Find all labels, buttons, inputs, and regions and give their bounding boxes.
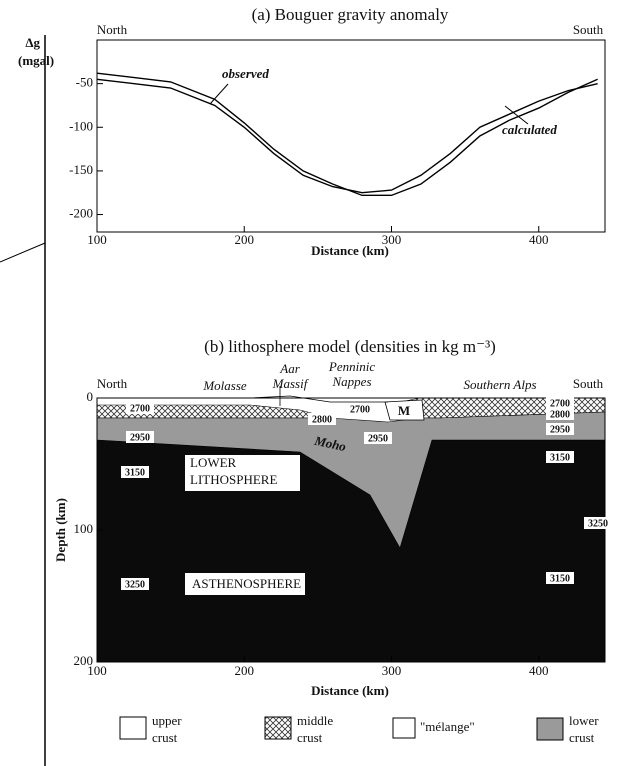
density-label: 3150 [125, 467, 145, 478]
leader [504, 105, 529, 125]
x-axis-label: Distance (km) [311, 243, 389, 258]
density-box [546, 397, 574, 409]
x-tick-label: 100 [87, 663, 107, 678]
end-label: North [97, 22, 128, 37]
density-box [121, 466, 149, 478]
legend-swatch [119, 716, 147, 740]
density-label: 2950 [130, 432, 150, 443]
x-tick-label: 300 [382, 663, 402, 678]
legend-label: crust [152, 730, 178, 745]
unit-box [185, 573, 305, 595]
legend-label: crust [569, 730, 595, 745]
legend-label: "mélange" [420, 719, 475, 734]
density-label: 2950 [550, 424, 570, 435]
density-box [121, 578, 149, 590]
y-axis-label: Depth (km) [53, 498, 68, 562]
density-label: 3250 [125, 579, 145, 590]
density-label: 2700 [130, 403, 150, 414]
x-tick-label: 200 [234, 663, 254, 678]
density-label: 3150 [550, 452, 570, 463]
series-annotation: observed [222, 66, 269, 81]
moho-label: Moho [312, 433, 348, 455]
unit-box [185, 455, 300, 491]
legend-label: lower [569, 713, 599, 728]
density-box [546, 451, 574, 463]
unit-label: ASTHENOSPHERE [192, 576, 301, 591]
region-label: Southern Alps [463, 377, 536, 392]
density-label: 2700 [550, 398, 570, 409]
y-tick-label: -150 [69, 162, 93, 177]
plot-frame [96, 39, 606, 233]
y-tick-label: 100 [74, 521, 94, 536]
density-box [346, 403, 374, 415]
x-tick-label: 300 [382, 232, 402, 247]
y-axis-unit: (mgal) [18, 53, 54, 68]
density-label: 3150 [550, 573, 570, 584]
density-box [126, 431, 154, 443]
melange-label: M [398, 403, 410, 418]
y-tick-label: 200 [74, 653, 94, 668]
series-annotation: calculated [502, 122, 557, 137]
legend-swatch [392, 717, 416, 739]
density-box [126, 402, 154, 414]
legend-label: middle [297, 713, 333, 728]
series-line [96, 78, 598, 194]
x-tick-label: 200 [234, 232, 254, 247]
end-label: South [573, 22, 604, 37]
density-box [546, 408, 574, 420]
density-label: 2700 [350, 404, 370, 415]
chart-title: (b) lithosphere model (densities in kg m… [204, 337, 496, 356]
density-box [546, 423, 574, 435]
unit-label: LOWER [190, 455, 237, 470]
density-label: 2800 [312, 414, 332, 425]
region-label: Nappes [332, 374, 372, 389]
legend-label: crust [297, 730, 323, 745]
y-axis-label: Δg [25, 35, 40, 50]
end-label: North [97, 376, 128, 391]
density-label: 2950 [368, 433, 388, 444]
region-label: Massif [272, 376, 310, 391]
page-edge [0, 242, 46, 263]
density-box [364, 432, 392, 444]
end-label: South [573, 376, 604, 391]
legend-swatch [536, 717, 564, 741]
x-tick-label: 400 [529, 663, 549, 678]
region-label: Aar [279, 361, 300, 376]
density-box [546, 572, 574, 584]
density-label: 2800 [550, 409, 570, 420]
density-label: 3250 [588, 518, 608, 529]
series-line [96, 72, 598, 197]
density-box [584, 517, 612, 529]
y-tick-label: -100 [69, 118, 93, 133]
legend-swatch [264, 716, 292, 740]
unit-label: LITHOSPHERE [190, 472, 277, 487]
y-tick-label: -50 [76, 75, 93, 90]
x-tick-label: 100 [87, 232, 107, 247]
x-tick-label: 400 [529, 232, 549, 247]
chart-title: (a) Bouguer gravity anomaly [252, 5, 449, 24]
x-axis-label: Distance (km) [311, 683, 389, 698]
density-box [308, 413, 336, 425]
y-tick-label: -200 [69, 206, 93, 221]
leader [209, 83, 229, 105]
y-tick-label: 0 [87, 389, 94, 404]
legend-label: upper [152, 713, 182, 728]
region-label: Penninic [328, 359, 375, 374]
cross-section [96, 386, 606, 662]
region-label: Molasse [202, 378, 247, 393]
